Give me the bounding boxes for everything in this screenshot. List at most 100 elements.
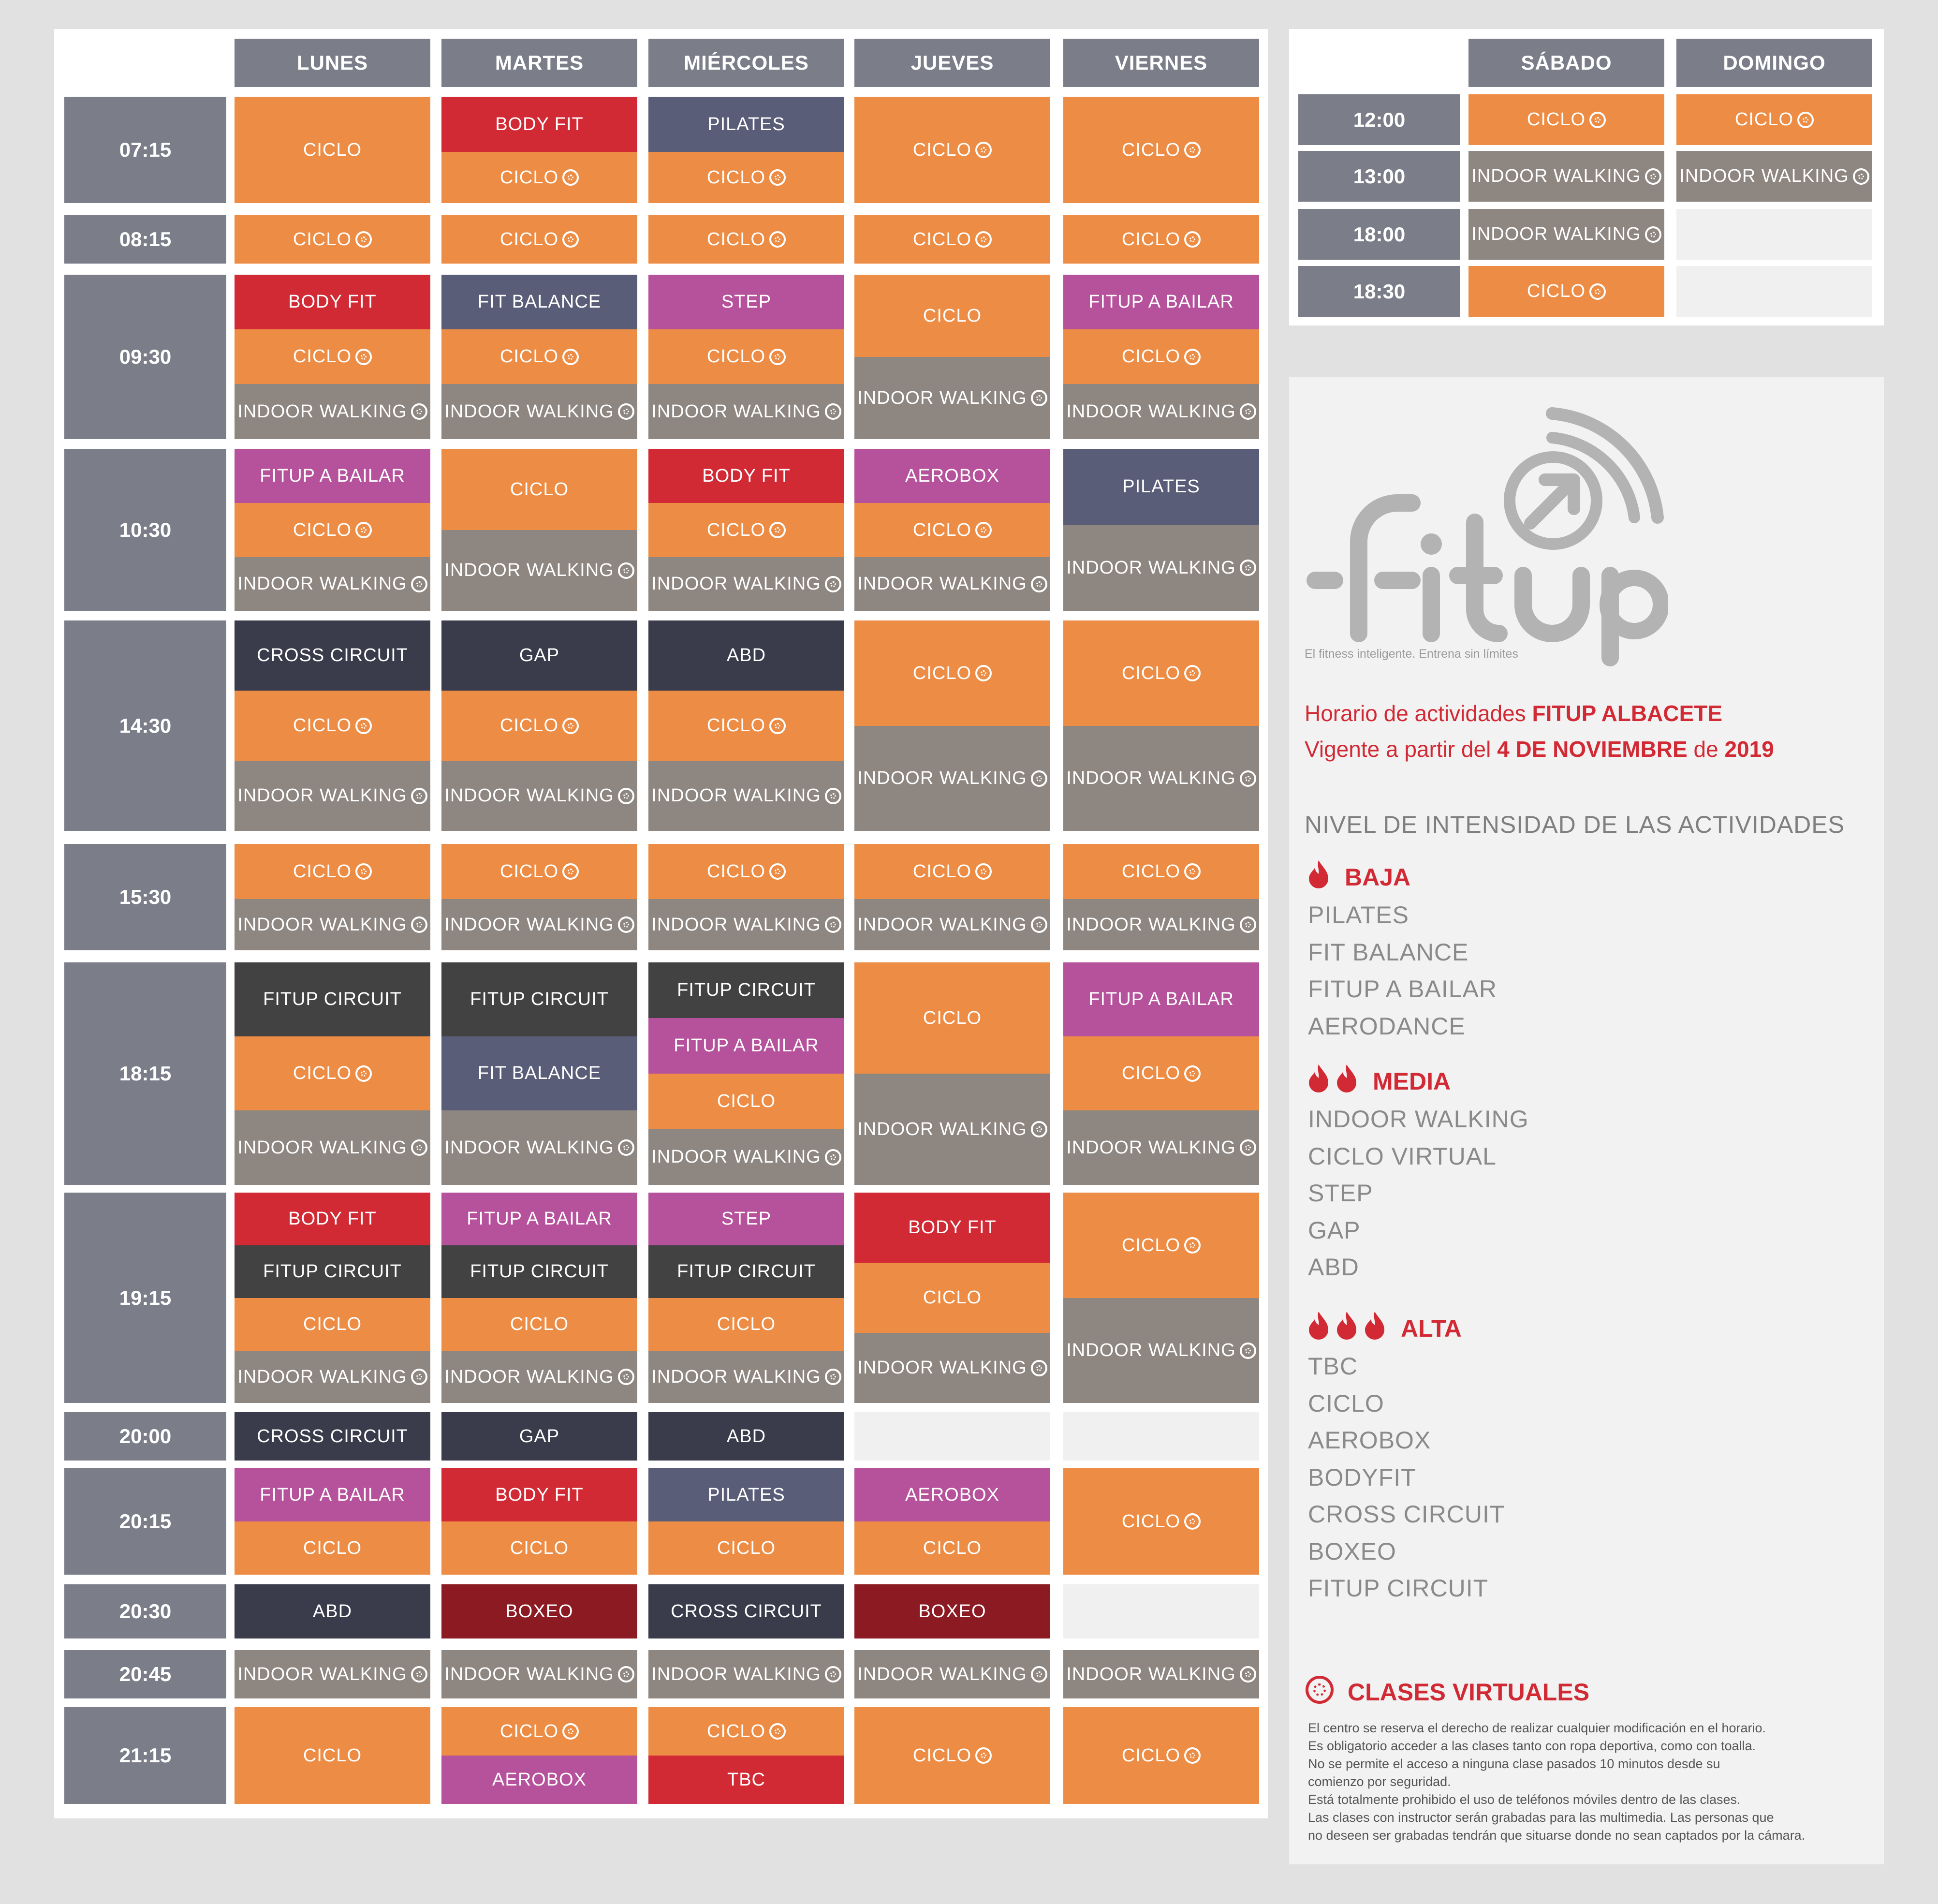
virtual-class-icon	[617, 1369, 634, 1385]
class-slot: INDOOR WALKING	[854, 557, 1050, 611]
flame-icon	[1365, 1312, 1384, 1340]
intensity-level-item: FITUP A BAILAR	[1308, 975, 1498, 1003]
class-name: CICLO	[1121, 139, 1181, 160]
intensity-level-item: CICLO VIRTUAL	[1308, 1142, 1497, 1170]
class-name: CICLO	[912, 861, 972, 882]
virtual-class-icon	[769, 863, 786, 880]
class-slot: INDOOR WALKING	[1063, 899, 1259, 950]
virtual-class-icon	[1644, 168, 1661, 185]
virtual-class-icon	[769, 169, 786, 186]
class-slot: CICLO	[1063, 1468, 1259, 1575]
class-name: AEROBOX	[905, 1484, 999, 1505]
virtual-class-icon	[1797, 111, 1814, 128]
class-slot: BODY FIT	[854, 1193, 1050, 1263]
virtual-class-icon	[975, 522, 992, 538]
intensity-level-item: FIT BALANCE	[1308, 938, 1469, 966]
intensity-level-item: PILATES	[1308, 901, 1409, 929]
disclaimer-line: Es obligatorio acceder a las clases tant…	[1308, 1739, 1756, 1753]
class-name: FITUP A BAILAR	[1088, 292, 1234, 312]
schedule-title-prefix: Horario de actividades	[1305, 701, 1532, 726]
class-slot: CICLO	[854, 275, 1050, 357]
class-slot: CICLO	[648, 503, 844, 557]
class-name: CICLO	[1734, 109, 1794, 130]
virtual-class-icon	[1239, 1139, 1256, 1156]
virtual-class-icon	[1030, 576, 1047, 592]
class-slot: CICLO	[441, 215, 637, 264]
time-label: 18:30	[1298, 266, 1460, 317]
virtual-class-icon	[355, 348, 372, 365]
day-header: JUEVES	[854, 39, 1050, 87]
class-slot: CICLO	[235, 1707, 430, 1804]
flame-icon	[1309, 1064, 1328, 1092]
class-name: CICLO	[293, 715, 352, 736]
class-slot: FITUP CIRCUIT	[235, 1245, 430, 1298]
class-slot: CICLO	[1063, 329, 1259, 384]
class-name: INDOOR WALKING	[1066, 914, 1236, 935]
class-name: INDOOR WALKING	[857, 387, 1027, 408]
class-slot: INDOOR WALKING	[441, 384, 637, 439]
class-slot: CICLO	[854, 962, 1050, 1074]
class-slot: INDOOR WALKING	[1468, 151, 1664, 202]
class-slot: CICLO	[235, 97, 430, 203]
disclaimer-line: no deseen ser grabadas tendrán que situa…	[1308, 1828, 1806, 1843]
class-name: CICLO	[717, 1091, 776, 1111]
class-slot: INDOOR WALKING	[1063, 384, 1259, 439]
virtual-class-icon	[824, 1666, 841, 1683]
class-name: CICLO	[706, 229, 766, 250]
class-slot: PILATES	[648, 97, 844, 152]
time-label: 20:45	[64, 1650, 226, 1698]
class-slot: AEROBOX	[441, 1756, 637, 1804]
disclaimer-line: comienzo por seguridad.	[1308, 1774, 1451, 1789]
schedule-title-line: Horario de actividades FITUP ALBACETE	[1305, 700, 1722, 726]
virtual-class-icon	[1030, 1359, 1047, 1376]
class-slot: CICLO	[648, 844, 844, 899]
class-slot: PILATES	[648, 1468, 844, 1521]
class-slot: CICLO	[1063, 620, 1259, 726]
class-name: CICLO	[717, 1314, 776, 1334]
class-name: CICLO	[717, 1537, 776, 1558]
class-name: INDOOR WALKING	[857, 768, 1027, 788]
class-slot: INDOOR WALKING	[648, 1129, 844, 1185]
class-slot: BOXEO	[854, 1584, 1050, 1638]
day-header: MARTES	[441, 39, 637, 87]
class-slot: FITUP CIRCUIT	[441, 1245, 637, 1298]
class-name: INDOOR WALKING	[651, 401, 821, 422]
class-slot: INDOOR WALKING	[648, 761, 844, 831]
virtual-class-icon	[824, 787, 841, 804]
intensity-level-item: INDOOR WALKING	[1308, 1106, 1529, 1133]
class-name: INDOOR WALKING	[1066, 401, 1236, 422]
class-name: INDOOR WALKING	[444, 1137, 614, 1158]
class-name: INDOOR WALKING	[1471, 224, 1641, 244]
intensity-level-title: BAJA	[1345, 864, 1411, 891]
class-name: INDOOR WALKING	[651, 1664, 821, 1684]
virtual-class-icon	[769, 348, 786, 365]
class-slot: INDOOR WALKING	[235, 761, 430, 831]
intensity-level-item: FITUP CIRCUIT	[1308, 1575, 1489, 1602]
class-slot: BODY FIT	[235, 275, 430, 329]
virtual-class-icon	[769, 231, 786, 248]
virtual-class-icon	[562, 717, 579, 734]
class-name: CICLO	[1121, 1745, 1181, 1766]
class-slot: ABD	[648, 1412, 844, 1461]
class-name: CICLO	[303, 1314, 362, 1334]
validity-year: 2019	[1724, 737, 1774, 762]
class-name: CICLO	[303, 139, 362, 160]
class-name: CICLO	[1121, 1511, 1181, 1532]
class-slot: CICLO	[441, 1707, 637, 1756]
class-name: CICLO	[303, 1745, 362, 1766]
class-slot: CROSS CIRCUIT	[648, 1584, 844, 1638]
virtual-class-icon	[1030, 1121, 1047, 1137]
class-slot: CICLO	[854, 620, 1050, 726]
virtual-class-icon	[1184, 665, 1201, 681]
virtual-class-icon	[562, 863, 579, 880]
time-label: 21:15	[64, 1707, 226, 1804]
class-name: STEP	[721, 1209, 772, 1229]
class-name: INDOOR WALKING	[237, 1664, 407, 1684]
class-slot: AEROBOX	[854, 449, 1050, 503]
intensity-level-item: ABD	[1308, 1254, 1359, 1281]
class-name: BODY FIT	[288, 1209, 377, 1229]
class-name: FITUP A BAILAR	[260, 1484, 405, 1505]
class-slot: INDOOR WALKING	[648, 899, 844, 950]
class-slot: CICLO	[441, 449, 637, 530]
class-name: CICLO	[499, 861, 559, 882]
